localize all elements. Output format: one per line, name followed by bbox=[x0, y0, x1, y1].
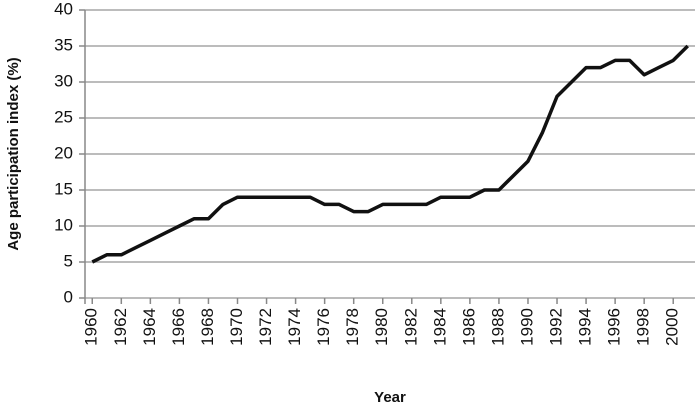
x-tick-label: 1964 bbox=[140, 308, 159, 346]
x-tick-label: 1986 bbox=[459, 308, 478, 346]
x-tick-label: 1970 bbox=[227, 308, 246, 346]
x-tick-label: 1978 bbox=[343, 308, 362, 346]
x-tick-label: 1998 bbox=[634, 308, 653, 346]
x-tick-label: 1990 bbox=[517, 308, 536, 346]
y-tick-label: 10 bbox=[54, 215, 73, 234]
y-tick-label: 35 bbox=[54, 35, 73, 54]
x-tick-label: 1992 bbox=[547, 308, 566, 346]
data-line bbox=[91, 44, 689, 264]
x-tick-label: 1984 bbox=[430, 308, 449, 346]
x-tick-label: 1994 bbox=[576, 308, 595, 346]
x-tick-label: 1972 bbox=[256, 308, 275, 346]
y-tick-label: 20 bbox=[54, 143, 73, 162]
y-axis-title: Age participation index (%) bbox=[5, 57, 22, 250]
x-tick-label: 1974 bbox=[285, 308, 304, 346]
y-tick-label: 30 bbox=[54, 71, 73, 90]
x-tick-label: 1996 bbox=[605, 308, 624, 346]
x-tick-label: 2000 bbox=[663, 308, 682, 346]
y-tick-label: 15 bbox=[54, 179, 73, 198]
x-tick-label: 1988 bbox=[488, 308, 507, 346]
y-tick-label: 0 bbox=[64, 287, 73, 306]
x-axis-title: Year bbox=[374, 389, 406, 406]
y-tick-label: 5 bbox=[64, 251, 73, 270]
x-tick-label: 1962 bbox=[111, 308, 130, 346]
y-tick-label: 40 bbox=[54, 0, 73, 18]
x-tick-label: 1960 bbox=[82, 308, 101, 346]
x-tick-label: 1968 bbox=[198, 308, 217, 346]
y-tick-label: 25 bbox=[54, 107, 73, 126]
x-tick-label: 1980 bbox=[372, 308, 391, 346]
x-tick-label: 1966 bbox=[169, 308, 188, 346]
x-tick-label: 1976 bbox=[314, 308, 333, 346]
x-tick-label: 1982 bbox=[401, 308, 420, 346]
